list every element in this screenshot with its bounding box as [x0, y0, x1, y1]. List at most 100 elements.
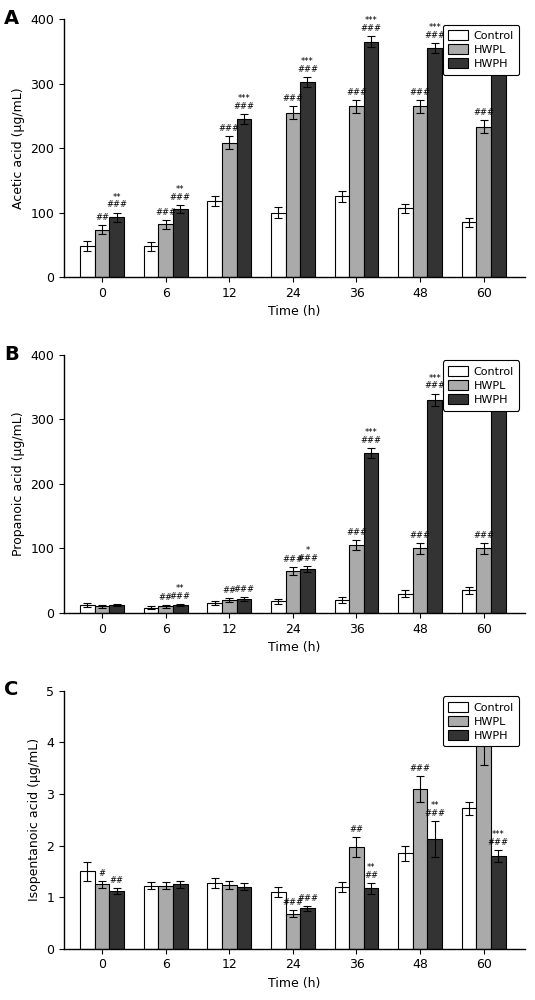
Bar	[462, 808, 476, 949]
Bar	[222, 600, 236, 613]
Bar	[208, 603, 222, 613]
Text: ###: ###	[473, 706, 494, 715]
Bar	[80, 605, 95, 613]
Bar	[364, 453, 378, 613]
Bar	[95, 230, 109, 277]
Bar	[236, 119, 251, 277]
Text: ##: ##	[349, 825, 363, 834]
Text: B: B	[4, 345, 19, 364]
Text: *
###: * ###	[297, 546, 318, 563]
Bar	[491, 392, 506, 613]
Bar	[158, 886, 173, 949]
Text: ###: ###	[346, 88, 367, 97]
Bar	[300, 569, 315, 613]
X-axis label: Time (h): Time (h)	[268, 641, 320, 654]
Bar	[462, 590, 476, 613]
Bar	[491, 856, 506, 949]
Text: **
###: ** ###	[106, 193, 127, 209]
Bar	[427, 48, 442, 277]
Text: ###: ###	[473, 108, 494, 117]
Bar	[173, 884, 188, 949]
Bar	[398, 208, 412, 277]
Text: ###: ###	[410, 764, 431, 773]
Bar	[491, 58, 506, 277]
Text: #: #	[98, 869, 105, 878]
Text: ##: ##	[159, 593, 173, 602]
Bar	[286, 914, 300, 949]
Bar	[144, 886, 158, 949]
Bar	[222, 885, 236, 949]
Bar	[80, 246, 95, 277]
Text: ##: ##	[222, 586, 236, 595]
Text: ###: ###	[410, 531, 431, 540]
Bar	[109, 217, 124, 277]
Bar	[95, 606, 109, 613]
Bar	[334, 600, 349, 613]
Bar	[412, 789, 427, 949]
Bar	[109, 605, 124, 613]
Bar	[158, 224, 173, 277]
Legend: Control, HWPL, HWPH: Control, HWPL, HWPH	[442, 696, 519, 746]
Bar	[349, 847, 364, 949]
Bar	[427, 400, 442, 613]
Y-axis label: Isopentanoic acid (μg/mL): Isopentanoic acid (μg/mL)	[28, 738, 41, 901]
Text: **
##: ** ##	[364, 863, 378, 880]
Text: ***
###: *** ###	[488, 33, 509, 50]
Text: ***
###: *** ###	[424, 23, 445, 40]
Text: ###: ###	[219, 124, 240, 133]
Bar	[412, 106, 427, 277]
Bar	[349, 106, 364, 277]
X-axis label: Time (h): Time (h)	[268, 305, 320, 318]
Text: ###: ###	[282, 94, 303, 103]
Text: **
###: ** ###	[170, 584, 191, 601]
Text: **
###: ** ###	[170, 185, 191, 202]
Bar	[144, 246, 158, 277]
Bar	[412, 548, 427, 613]
Text: ***
###: *** ###	[361, 428, 381, 445]
Text: ##: ##	[95, 213, 109, 222]
Legend: Control, HWPL, HWPH: Control, HWPL, HWPH	[442, 25, 519, 75]
Bar	[286, 113, 300, 277]
Text: ###: ###	[346, 528, 367, 537]
Bar	[236, 599, 251, 613]
Bar	[300, 82, 315, 277]
Text: ###: ###	[410, 88, 431, 97]
Text: ###: ###	[155, 208, 176, 217]
Bar	[144, 608, 158, 613]
Text: ***
###: *** ###	[361, 16, 381, 33]
Bar	[271, 892, 286, 949]
Text: ##: ##	[110, 876, 124, 885]
Text: A: A	[4, 9, 19, 28]
Bar	[476, 741, 491, 949]
Text: ###: ###	[282, 898, 303, 907]
Bar	[334, 887, 349, 949]
Bar	[173, 209, 188, 277]
Bar	[300, 908, 315, 949]
Text: **
###: ** ###	[424, 801, 445, 818]
Y-axis label: Acetic acid (μg/mL): Acetic acid (μg/mL)	[12, 87, 25, 209]
Bar	[364, 888, 378, 949]
Bar	[349, 545, 364, 613]
Bar	[334, 196, 349, 277]
Text: C: C	[4, 680, 18, 699]
Bar	[80, 871, 95, 949]
Text: ***
###: *** ###	[488, 830, 509, 847]
Bar	[158, 606, 173, 613]
Bar	[364, 42, 378, 277]
Text: ###: ###	[233, 585, 254, 594]
Legend: Control, HWPL, HWPH: Control, HWPL, HWPH	[442, 360, 519, 411]
Text: ***
###: *** ###	[424, 374, 445, 390]
Bar	[427, 839, 442, 949]
Bar	[271, 213, 286, 277]
Bar	[95, 884, 109, 949]
Text: ***
###: *** ###	[297, 57, 318, 74]
X-axis label: Time (h): Time (h)	[268, 977, 320, 990]
Bar	[173, 605, 188, 613]
Text: ###: ###	[282, 555, 303, 564]
Bar	[398, 853, 412, 949]
Bar	[222, 143, 236, 277]
Text: ***
###: *** ###	[488, 365, 509, 382]
Bar	[476, 548, 491, 613]
Bar	[462, 222, 476, 277]
Bar	[476, 127, 491, 277]
